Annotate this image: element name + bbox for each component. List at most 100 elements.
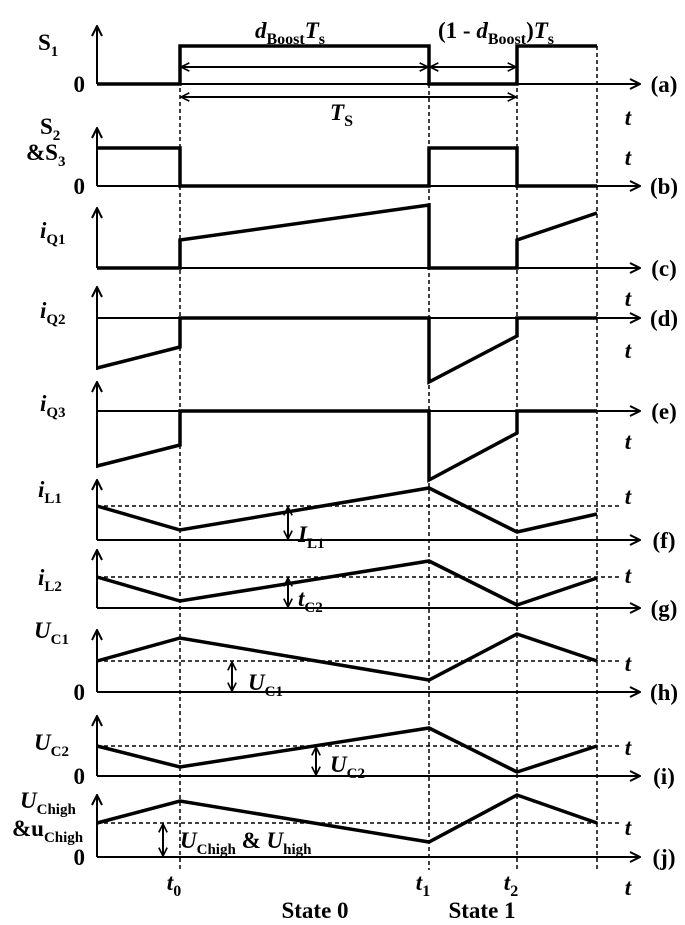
dimension-arrows	[163, 67, 516, 856]
ripple-label-part: C1	[265, 684, 283, 700]
panel-id: (h)	[650, 680, 678, 705]
off-time-label-part: Boost	[488, 31, 527, 48]
signal-label-part: L1	[44, 491, 62, 507]
panel-id: (f)	[653, 528, 676, 553]
signal-label-part: 2	[53, 128, 61, 144]
panel-id: (a)	[651, 72, 678, 97]
zero-label: 0	[74, 845, 86, 870]
signal-label-part: i	[40, 298, 47, 323]
signal-label-part: &u	[12, 816, 44, 841]
time-axis-label: t	[625, 105, 632, 130]
period-label: TS	[330, 100, 353, 130]
panel-id: (e)	[651, 399, 677, 424]
ripple-label-part: I	[297, 522, 308, 547]
time-axis-label: t	[625, 429, 632, 454]
ripple-label: tC2	[298, 586, 323, 616]
time-instant-label-part: t	[167, 870, 174, 895]
zero-label: 0	[74, 72, 86, 97]
ripple-label-part: U	[248, 670, 266, 695]
panel-id: (c)	[651, 256, 677, 281]
signal-label: S2	[40, 114, 60, 144]
panel-id: (g)	[651, 596, 678, 621]
signal-label-part: C1	[51, 632, 69, 648]
panel-id: (j)	[653, 845, 676, 870]
signal-label-part: i	[38, 477, 45, 502]
ripple-label: UChigh & Uhigh	[180, 828, 312, 858]
time-axis-label: t	[625, 875, 632, 900]
panel-id: (b)	[650, 174, 678, 199]
signal-label-part: 1	[51, 44, 59, 60]
ripple-label-part: L1	[307, 536, 325, 552]
time-axis-label: t	[625, 484, 632, 509]
time-instant-label: t0	[167, 870, 181, 900]
ripple-label: UC1	[248, 670, 283, 700]
panel-id: (d)	[650, 306, 678, 331]
time-axis-label: t	[625, 735, 632, 760]
ripple-label: IL1	[297, 522, 324, 552]
state-label: State 0	[281, 898, 348, 923]
signal-label-part: U	[34, 618, 52, 643]
signal-label-part: Q2	[46, 312, 65, 328]
signal-label-part: C2	[51, 744, 69, 760]
signal-label: iQ2	[40, 298, 66, 328]
signal-label: UC2	[34, 730, 69, 760]
time-axis-label: t	[625, 286, 632, 311]
signal-label-part: S	[40, 114, 53, 139]
duty-label-part: Boost	[267, 31, 306, 48]
duty-label-part: d	[255, 18, 267, 43]
signal-label-part: i	[40, 391, 47, 416]
time-axis-label: t	[625, 815, 632, 840]
ripple-label-part: high	[283, 842, 312, 858]
zero-label: 0	[74, 174, 86, 199]
signal-label: &S3	[26, 140, 65, 170]
off-time-label-part: (1 -	[438, 18, 476, 43]
signal-label-part: Q3	[46, 405, 65, 421]
off-time-label-part: )	[526, 18, 534, 43]
signal-label: iQ1	[40, 218, 66, 248]
off-time-label-part: s	[548, 31, 554, 48]
signal-label: iL1	[38, 477, 62, 507]
time-instant-label: t2	[504, 870, 518, 900]
signal-label: iQ3	[40, 391, 66, 421]
panel-id: (i)	[653, 764, 675, 789]
signal-label: &uChigh	[12, 816, 84, 846]
time-instant-label-part: t	[504, 870, 511, 895]
state-label: State 1	[448, 898, 515, 923]
period-label-part: T	[330, 100, 345, 125]
duty-label: dBoostTs	[255, 18, 325, 48]
ripple-label-part: C2	[347, 766, 365, 782]
ripple-label-part: U	[180, 828, 198, 853]
ripple-label-part: t	[298, 586, 305, 611]
reference-levels	[97, 505, 620, 824]
time-axis-label: t	[625, 563, 632, 588]
ripple-label: UC2	[330, 752, 365, 782]
signal-label-part: U	[20, 788, 38, 813]
zero-label: 0	[74, 764, 86, 789]
waveforms	[96, 44, 598, 844]
time-instant-label: t1	[416, 870, 430, 900]
signal-label-part: Chigh	[44, 830, 84, 846]
duty-label-part: T	[305, 18, 320, 43]
time-axis-label: t	[625, 338, 632, 363]
off-time-label-part: d	[476, 18, 488, 43]
ripple-label-part: U	[266, 828, 284, 853]
signal-label-part: Chigh	[37, 802, 77, 818]
off-time-label-part: T	[534, 18, 549, 43]
signal-label: iL2	[38, 565, 62, 595]
signal-label-part: S	[38, 30, 51, 55]
time-instant-label-part: 2	[510, 883, 518, 900]
ripple-label-part: Chigh	[197, 842, 237, 858]
signal-label-part: i	[40, 218, 47, 243]
signal-label-part: &S	[26, 140, 58, 165]
signal-label: UC1	[34, 618, 69, 648]
time-instant-label-part: t	[416, 870, 423, 895]
signal-label-part: U	[34, 730, 52, 755]
ripple-label-part: &	[236, 828, 267, 853]
signal-label-part: L2	[44, 579, 62, 595]
off-time-label: (1 - dBoost)Ts	[438, 18, 554, 48]
signal-label-part: 3	[58, 154, 66, 170]
signal-label-part: i	[38, 565, 45, 590]
time-axis-label: t	[625, 145, 632, 170]
ripple-label-part: C2	[304, 600, 322, 616]
